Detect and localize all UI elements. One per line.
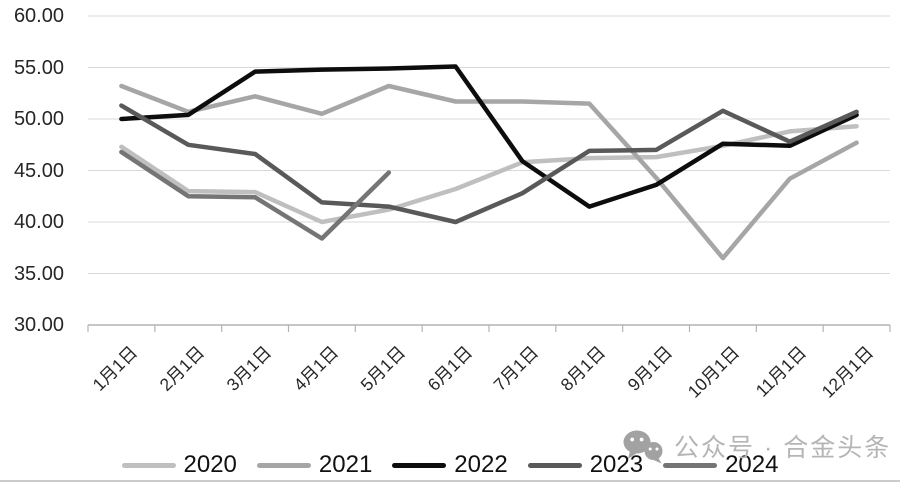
legend-swatch	[121, 462, 176, 468]
legend-label: 2022	[454, 451, 508, 478]
y-axis-label: 55.00	[13, 56, 64, 79]
legend-label: 2021	[318, 451, 373, 478]
legend-item-2022: 2022	[392, 451, 508, 479]
legend-label: 2020	[183, 451, 237, 478]
chart-legend: 2020 2021 2022 2023 2024	[0, 451, 900, 479]
series-line-2021	[119, 83, 859, 261]
bottom-border	[0, 480, 900, 482]
legend-item-2024: 2024	[663, 451, 778, 479]
legend-swatch	[392, 462, 447, 468]
legend-item-2021: 2021	[256, 451, 373, 479]
y-axis-label: 60.00	[13, 5, 64, 27]
y-axis-label: 30.00	[13, 314, 64, 336]
series-line-2024	[119, 149, 392, 241]
legend-item-2023: 2023	[527, 451, 644, 479]
watermark-text: 公众号 · 合金头条	[674, 434, 892, 462]
y-axis-label: 40.00	[13, 211, 64, 233]
series-line-2023	[119, 103, 859, 225]
legend-swatch	[663, 462, 718, 468]
legend-label: 2023	[589, 451, 644, 478]
wechat-icon	[623, 430, 663, 464]
watermark: 公众号 · 合金头条	[622, 428, 891, 464]
series-line-2022	[119, 64, 859, 209]
legend-label: 2024	[725, 451, 779, 478]
y-axis-label: 35.00	[13, 262, 64, 285]
legend-swatch	[527, 462, 582, 468]
y-axis-label: 50.00	[13, 108, 64, 130]
legend-item-2020: 2020	[121, 451, 237, 479]
y-axis-label: 45.00	[13, 159, 64, 182]
legend-swatch	[256, 462, 311, 468]
